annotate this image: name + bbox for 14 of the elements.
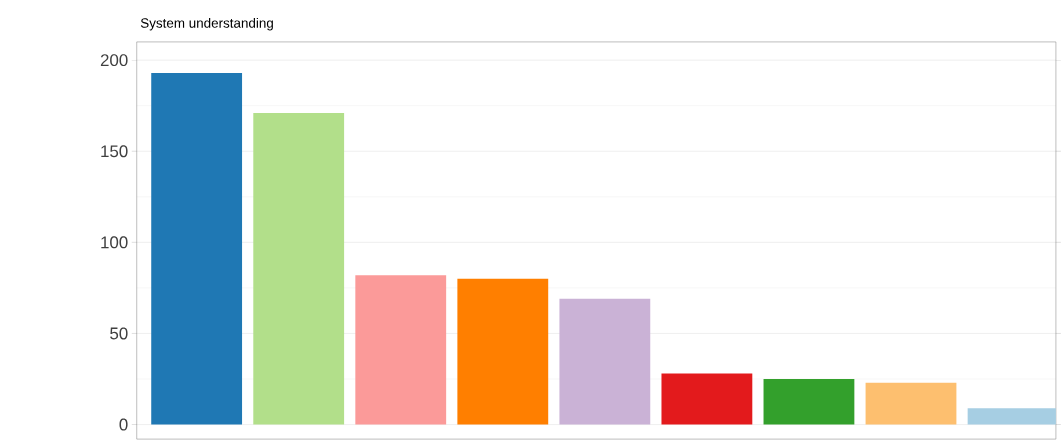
y-tick-label: 0 [119,418,128,431]
bar [253,112,345,425]
bar [865,382,957,425]
bar [457,278,549,425]
chart-title: System understanding [140,17,273,31]
bar [661,373,753,425]
y-tick-label: 200 [100,54,128,67]
y-tick-label: 50 [110,327,128,340]
bar [151,72,243,425]
y-tick-label: 100 [101,236,128,249]
bar [355,275,447,425]
y-tick-label: 150 [101,145,128,158]
bar [559,298,651,425]
bar [763,378,855,425]
